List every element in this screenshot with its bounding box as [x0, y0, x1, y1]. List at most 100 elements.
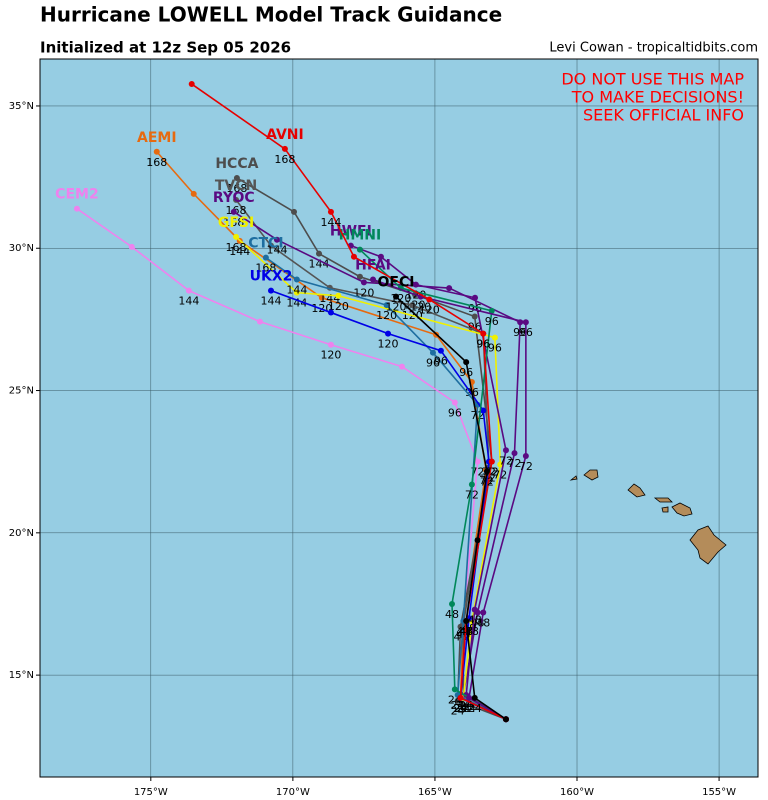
track-point [448, 600, 455, 607]
hour-label: 72 [507, 457, 521, 470]
track-point [128, 243, 135, 250]
hour-label: 24 [454, 702, 468, 715]
track-point [291, 208, 298, 215]
track-point [522, 452, 529, 459]
track-point [497, 461, 504, 468]
model-name: RYOC [213, 190, 255, 206]
track-point [350, 253, 357, 260]
frame [39, 58, 759, 778]
track-point [233, 233, 240, 240]
track-point [370, 276, 377, 283]
hour-label: 24 [462, 702, 476, 715]
track-point [451, 686, 458, 693]
track-point [472, 294, 479, 301]
y-tick-label: 30°N [9, 243, 34, 254]
y-tick-label: 15°N [9, 670, 34, 681]
hour-label: 168 [226, 182, 247, 195]
model-name: TVCN [215, 178, 257, 194]
track-point [393, 293, 400, 300]
track-point [491, 334, 498, 341]
track-point [153, 148, 160, 155]
hour-label: 72 [493, 469, 507, 482]
track-point [502, 716, 509, 723]
track-point [185, 287, 192, 294]
track-point [522, 319, 529, 326]
kauai [583, 469, 599, 481]
track-point [281, 145, 288, 152]
hour-label: 72 [480, 475, 494, 488]
track-point [426, 296, 433, 303]
hour-label: 120 [386, 301, 407, 314]
y-tick-label: 35°N [9, 101, 34, 112]
hour-label: 24 [454, 702, 468, 715]
hour-label: 96 [488, 342, 502, 355]
model-name: UKX2 [250, 269, 293, 285]
warning: DO NOT USE THIS MAP [561, 70, 744, 89]
model-name: HFAI [355, 258, 391, 274]
track-point [327, 309, 334, 316]
hour-label: 96 [519, 326, 533, 339]
model-name: AVNI [266, 127, 304, 143]
track-point [457, 694, 464, 701]
hour-label: 144 [286, 284, 307, 297]
credit: Levi Cowan - tropicaltidbits.com [549, 41, 758, 56]
hour-label: 24 [451, 699, 465, 712]
model-name: CTCI [248, 236, 283, 252]
track-point [466, 694, 473, 701]
hour-label: 144 [266, 244, 287, 257]
track-point [474, 458, 481, 465]
y-tick-label: 25°N [9, 386, 34, 397]
track-point [360, 279, 367, 286]
model-name: GFSI [218, 215, 254, 231]
grid [40, 59, 758, 777]
hour-label: 96 [426, 357, 440, 370]
warning: SEEK OFFICIAL INFO [583, 106, 744, 125]
hour-label: 120 [419, 303, 440, 316]
hour-label: 24 [454, 702, 468, 715]
track-point [318, 294, 325, 301]
track-point [468, 481, 475, 488]
track-point [412, 281, 419, 288]
track-point [267, 287, 274, 294]
track-line [350, 244, 507, 720]
model-name: CEM2 [55, 187, 99, 203]
hour-label: 48 [476, 617, 490, 630]
hour-label: 120 [376, 309, 397, 322]
track-point [385, 330, 392, 337]
track-point [437, 347, 444, 354]
track-point [233, 196, 240, 203]
track-point [483, 468, 490, 475]
track-point [471, 313, 478, 320]
x-tick-label: 175°W [134, 787, 168, 798]
hour-label: 144 [178, 295, 199, 308]
track-point [256, 318, 263, 325]
hour-label: 96 [476, 338, 490, 351]
track-point [327, 208, 334, 215]
x-tick-label: 165°W [418, 787, 452, 798]
hour-label: 48 [459, 625, 473, 638]
hour-label: 96 [459, 366, 473, 379]
hour-label: 24 [456, 702, 470, 715]
track-point [471, 694, 478, 701]
track-point [316, 250, 323, 257]
hour-label: 120 [410, 301, 431, 314]
track-point [377, 253, 384, 260]
lanai [661, 506, 669, 513]
hour-label: 144 [286, 297, 307, 310]
track-point [233, 174, 240, 181]
hour-label: 48 [459, 625, 473, 638]
subtitle: Initialized at 12z Sep 05 2026 [40, 39, 291, 57]
x-tick-label: 155°W [702, 787, 736, 798]
hour-label: 120 [320, 349, 341, 362]
hour-label: 24 [451, 705, 465, 718]
hour-label: 72 [519, 460, 533, 473]
track-point [471, 606, 478, 613]
track-line [156, 151, 507, 720]
x-tick-label: 170°W [276, 787, 310, 798]
track-point [502, 447, 509, 454]
track-point [474, 537, 481, 544]
track-point [73, 205, 80, 212]
track-point [293, 276, 300, 283]
model-name: OFCI [378, 275, 415, 291]
